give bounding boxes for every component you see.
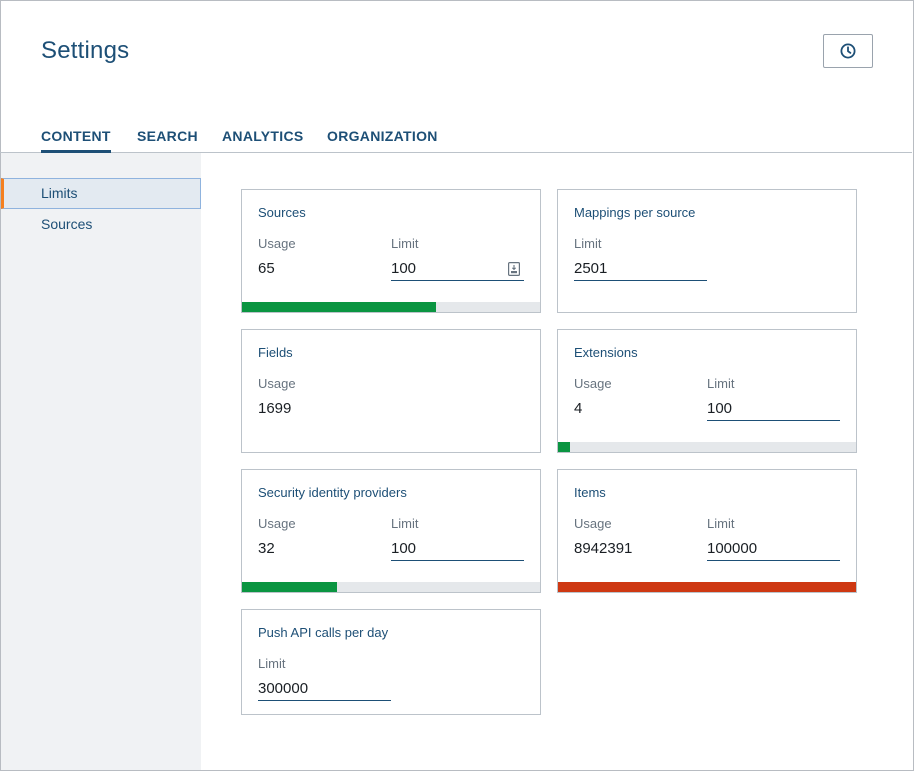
card-title: Mappings per source: [574, 205, 696, 220]
usage-value: 65: [258, 260, 275, 277]
items-limit-input[interactable]: [707, 537, 840, 561]
tab-organization[interactable]: ORGANIZATION: [327, 128, 438, 144]
history-button[interactable]: [823, 34, 873, 68]
usage-progress-bar: [558, 582, 856, 592]
sources-limit-input[interactable]: [391, 257, 524, 281]
extensions-limit-input[interactable]: [707, 397, 840, 421]
card-title: Extensions: [574, 345, 638, 360]
push-api-calls-card: Push API calls per day Limit: [241, 609, 541, 715]
security-identity-providers-card: Security identity providers Usage 32 Lim…: [241, 469, 541, 593]
mappings-per-source-card: Mappings per source Limit: [557, 189, 857, 313]
input-picker-icon[interactable]: [508, 262, 520, 276]
card-title: Items: [574, 485, 606, 500]
items-card: Items Usage 8942391 Limit: [557, 469, 857, 593]
usage-label: Usage: [574, 516, 612, 531]
usage-label: Usage: [258, 516, 296, 531]
limit-label: Limit: [391, 236, 419, 251]
sidebar-item-sources[interactable]: Sources: [41, 216, 93, 232]
usage-value: 1699: [258, 400, 292, 417]
card-title: Security identity providers: [258, 485, 407, 500]
usage-label: Usage: [258, 376, 296, 391]
tab-analytics[interactable]: ANALYTICS: [222, 128, 304, 144]
card-title: Sources: [258, 205, 306, 220]
limit-label: Limit: [258, 656, 286, 671]
usage-progress-fill: [242, 582, 338, 592]
usage-progress-bar: [242, 302, 540, 312]
card-title: Fields: [258, 345, 293, 360]
usage-value: 8942391: [574, 540, 633, 557]
usage-progress-fill: [242, 302, 436, 312]
usage-progress-fill: [558, 442, 570, 452]
sidebar-item-limits[interactable]: Limits: [1, 178, 201, 209]
security-limit-input[interactable]: [391, 537, 524, 561]
usage-progress-bar: [558, 442, 856, 452]
sources-limit-card: Sources Usage 65 Limit: [241, 189, 541, 313]
usage-label: Usage: [574, 376, 612, 391]
limit-label: Limit: [707, 376, 735, 391]
tab-bar: CONTENT SEARCH ANALYTICS ORGANIZATION: [0, 126, 912, 153]
usage-progress-fill: [558, 582, 856, 592]
limit-label: Limit: [574, 236, 602, 251]
page-title: Settings: [41, 37, 130, 64]
push-api-limit-input[interactable]: [258, 677, 391, 701]
card-title: Push API calls per day: [258, 625, 389, 640]
extensions-card: Extensions Usage 4 Limit: [557, 329, 857, 453]
usage-progress-bar: [242, 582, 540, 592]
usage-label: Usage: [258, 236, 296, 251]
sidebar: Limits Sources: [1, 153, 201, 770]
usage-value: 32: [258, 540, 275, 557]
clock-icon: [840, 43, 856, 59]
tab-search[interactable]: SEARCH: [137, 128, 198, 144]
tab-content[interactable]: CONTENT: [41, 128, 111, 153]
usage-value: 4: [574, 400, 583, 417]
limit-label: Limit: [707, 516, 735, 531]
fields-card: Fields Usage 1699: [241, 329, 541, 453]
limit-label: Limit: [391, 516, 419, 531]
mappings-limit-input[interactable]: [574, 257, 707, 281]
